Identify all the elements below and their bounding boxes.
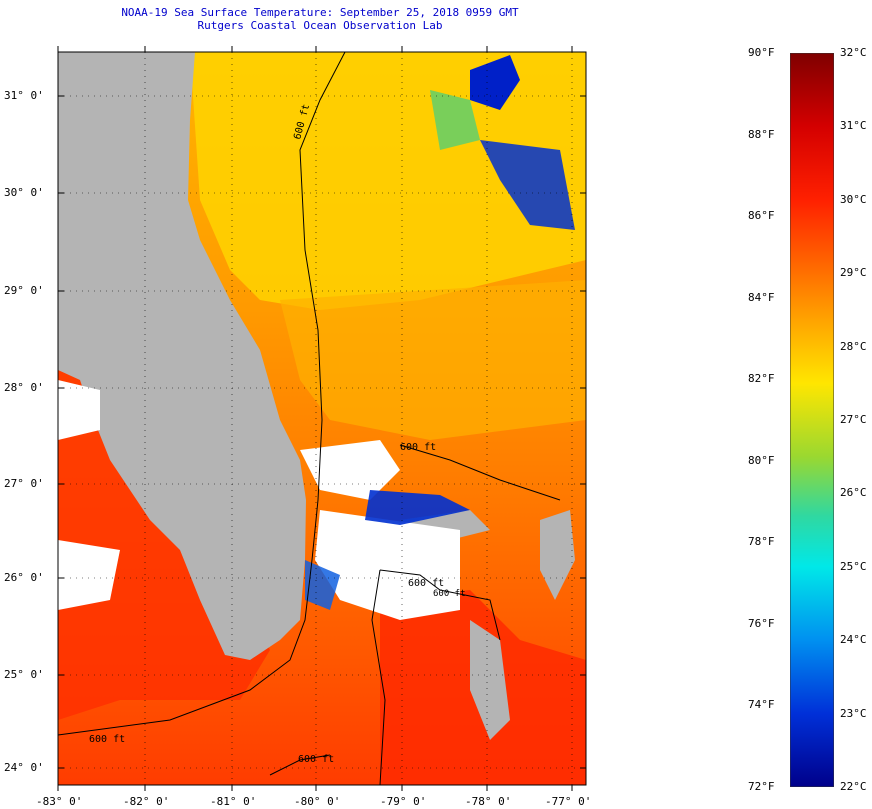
lon-label: -78° 0' bbox=[465, 795, 512, 808]
lon-label: -79° 0' bbox=[380, 795, 427, 808]
colorbar-f-label: 82°F bbox=[748, 372, 775, 386]
contour-label: 600 ft bbox=[433, 589, 466, 599]
contour-label: 600 ft bbox=[89, 734, 125, 745]
colorbar-c-label: 22°C bbox=[840, 780, 867, 793]
colorbar-c-label: 23°C bbox=[840, 706, 867, 720]
colorbar-f-label: 72°F bbox=[748, 780, 775, 793]
cloud-mask-1 bbox=[300, 440, 400, 500]
cold-patch-ne bbox=[470, 55, 520, 110]
colorbar-f-label: 80°F bbox=[748, 453, 775, 467]
lat-label: 31° 0' bbox=[4, 89, 44, 102]
lon-label: -83° 0' bbox=[36, 795, 83, 808]
colorbar-c-label: 29°C bbox=[840, 266, 867, 280]
colorbar-f-label: 86°F bbox=[748, 209, 775, 223]
colorbar-c-label: 32°C bbox=[840, 46, 867, 59]
isobath-600ft-south3 bbox=[269, 754, 331, 776]
lat-label: 30° 0' bbox=[4, 186, 44, 199]
colorbar-f-label: 76°F bbox=[748, 616, 775, 630]
cold-patch-ne2 bbox=[480, 140, 575, 230]
contour-label: 600 ft bbox=[400, 442, 436, 453]
colorbar-c-label: 25°C bbox=[840, 559, 867, 573]
temperature-colorbar bbox=[790, 53, 834, 787]
map-title: NOAA-19 Sea Surface Temperature: Septemb… bbox=[121, 6, 519, 19]
colorbar-c-label: 24°C bbox=[840, 633, 867, 647]
andros-land bbox=[470, 620, 510, 740]
lon-label: -80° 0' bbox=[294, 795, 341, 808]
lat-label: 26° 0' bbox=[4, 571, 44, 584]
mild-yellow-region-2 bbox=[280, 280, 586, 440]
isobath-600ft-bahamas bbox=[399, 444, 561, 501]
lat-label: 27° 0' bbox=[4, 477, 44, 490]
lon-label: -81° 0' bbox=[210, 795, 257, 808]
cold-patch-bahamas bbox=[365, 490, 470, 525]
lat-label: 24° 0' bbox=[4, 761, 44, 774]
colorbar-c-label: 30°C bbox=[840, 192, 867, 206]
map-frame bbox=[57, 51, 587, 786]
colorbar-f-label: 78°F bbox=[748, 535, 775, 549]
cloud-mask-2 bbox=[315, 510, 460, 620]
cloud-mask-4 bbox=[58, 540, 120, 610]
colorbar-f-label: 84°F bbox=[748, 290, 775, 304]
cloud-mask-3 bbox=[58, 380, 100, 440]
isobath-600ft-south bbox=[379, 569, 501, 641]
lon-label: -82° 0' bbox=[123, 795, 170, 808]
colorbar-c-label: 27°C bbox=[840, 413, 867, 426]
florida-land bbox=[58, 52, 306, 660]
cool-patch-green bbox=[430, 90, 480, 150]
cuba-land bbox=[540, 510, 575, 600]
colorbar-c-label: 26°C bbox=[840, 486, 867, 500]
lat-label: 29° 0' bbox=[4, 284, 44, 297]
colorbar-c-label: 28°C bbox=[840, 339, 867, 353]
colorbar-f-label: 88°F bbox=[748, 127, 775, 141]
cold-patch-straits bbox=[305, 560, 340, 610]
map-subtitle: Rutgers Coastal Ocean Observation Lab bbox=[197, 19, 443, 32]
colorbar-f-label: 74°F bbox=[748, 698, 775, 712]
contour-label: 600 ft bbox=[298, 754, 334, 765]
lat-label: 25° 0' bbox=[4, 668, 44, 681]
graticule bbox=[58, 52, 586, 785]
colorbar-c-label: 31°C bbox=[840, 119, 867, 133]
axis-ticks bbox=[57, 46, 586, 791]
colorbar-f-label: 90°F bbox=[748, 46, 775, 59]
lat-label: 28° 0' bbox=[4, 381, 44, 394]
contour-label: 600 ft bbox=[408, 578, 444, 589]
lon-label: -77° 0' bbox=[545, 795, 592, 808]
warm-yellow-region bbox=[190, 52, 586, 310]
isobath-600ft-south2 bbox=[371, 569, 386, 786]
isobath-600ft-east bbox=[57, 51, 346, 736]
